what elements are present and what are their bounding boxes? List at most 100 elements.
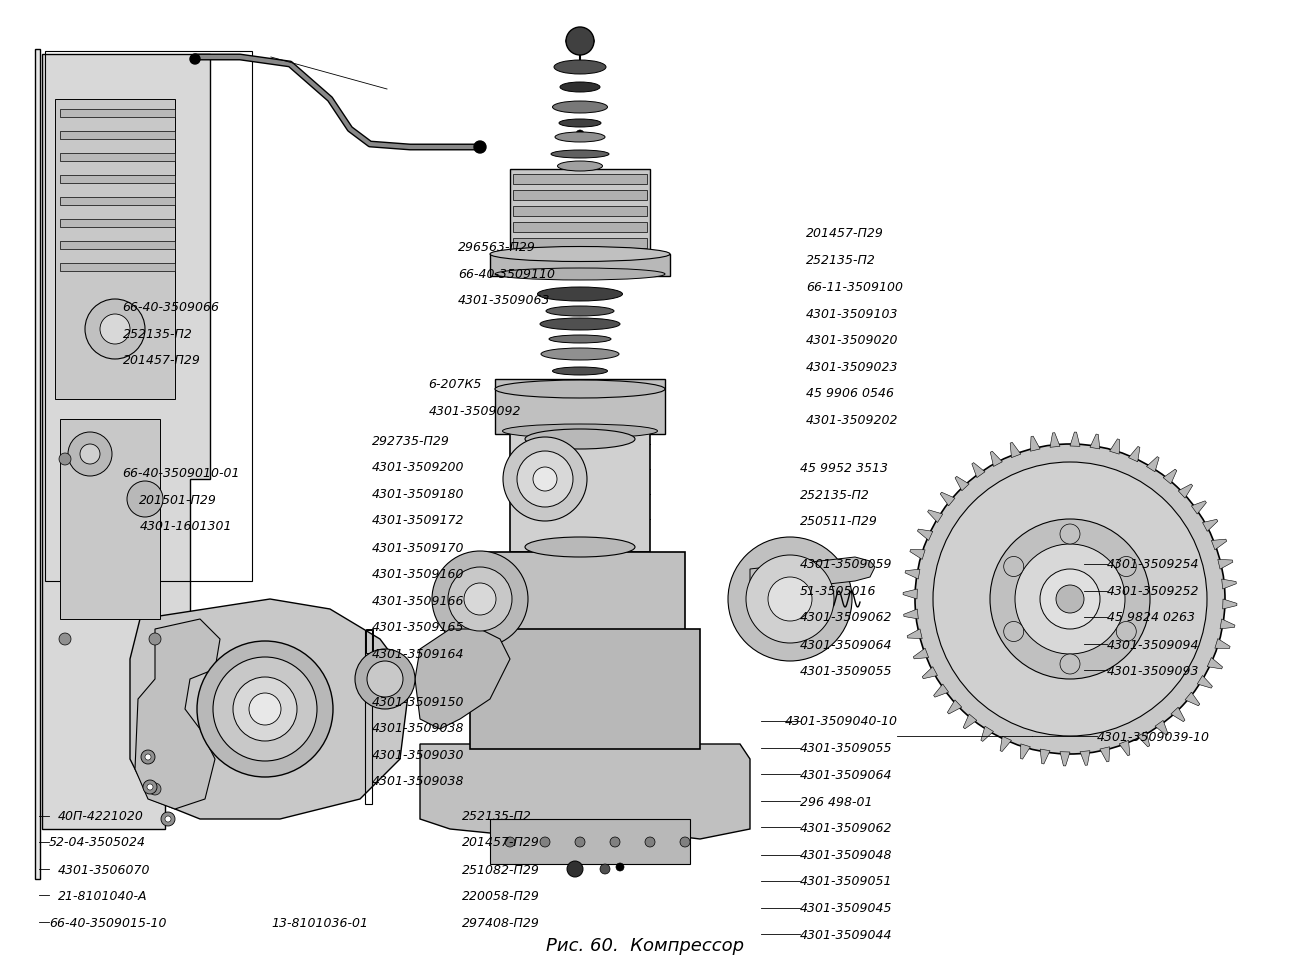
- Circle shape: [1116, 557, 1136, 577]
- Polygon shape: [1211, 540, 1227, 550]
- Polygon shape: [1000, 736, 1011, 752]
- Text: 4301-3509180: 4301-3509180: [372, 487, 464, 501]
- Bar: [365, 630, 372, 804]
- Polygon shape: [928, 511, 943, 523]
- Circle shape: [746, 555, 835, 643]
- Circle shape: [197, 641, 333, 777]
- Ellipse shape: [552, 102, 608, 114]
- Polygon shape: [1220, 619, 1235, 629]
- Polygon shape: [1171, 707, 1186, 722]
- Circle shape: [617, 863, 624, 871]
- Polygon shape: [1050, 433, 1060, 448]
- Circle shape: [1060, 654, 1080, 674]
- Polygon shape: [1164, 470, 1176, 484]
- Circle shape: [190, 55, 200, 65]
- Text: 4301-3509045: 4301-3509045: [800, 901, 893, 915]
- Text: 201457-П29: 201457-П29: [123, 354, 200, 367]
- Ellipse shape: [525, 429, 635, 450]
- Text: 4301-3509051: 4301-3509051: [800, 874, 893, 888]
- Polygon shape: [135, 619, 221, 809]
- Circle shape: [161, 812, 175, 827]
- Circle shape: [517, 452, 573, 508]
- Polygon shape: [964, 714, 977, 729]
- Text: 4301-3509254: 4301-3509254: [1107, 557, 1200, 571]
- Text: 6-207К5: 6-207К5: [428, 377, 481, 391]
- Text: 4301-3509062: 4301-3509062: [800, 821, 893, 834]
- Text: 4301-3509202: 4301-3509202: [806, 414, 899, 427]
- Text: 51-3505016: 51-3505016: [800, 584, 876, 598]
- Text: 201457-П29: 201457-П29: [462, 835, 539, 849]
- Circle shape: [464, 583, 495, 615]
- Circle shape: [249, 693, 281, 725]
- Circle shape: [150, 783, 161, 796]
- Bar: [495, 380, 666, 434]
- Bar: [485, 552, 685, 633]
- Ellipse shape: [503, 424, 658, 439]
- Text: 4301-3509160: 4301-3509160: [372, 567, 464, 580]
- Circle shape: [355, 649, 415, 709]
- Circle shape: [568, 861, 583, 877]
- Ellipse shape: [495, 268, 666, 281]
- Circle shape: [147, 784, 154, 790]
- Text: 4301-3509048: 4301-3509048: [800, 848, 893, 861]
- Circle shape: [101, 315, 130, 345]
- Text: 4301-3509164: 4301-3509164: [372, 647, 464, 661]
- Polygon shape: [1138, 732, 1149, 747]
- Text: 4301-3509062: 4301-3509062: [800, 610, 893, 624]
- Bar: [61, 175, 175, 184]
- Bar: [61, 264, 175, 271]
- Circle shape: [768, 578, 811, 621]
- Polygon shape: [955, 477, 969, 491]
- Polygon shape: [130, 600, 410, 819]
- Polygon shape: [1155, 721, 1169, 735]
- Ellipse shape: [552, 367, 608, 376]
- Text: 66-11-3509100: 66-11-3509100: [806, 280, 903, 294]
- Polygon shape: [1222, 579, 1236, 589]
- Polygon shape: [1010, 443, 1020, 458]
- Bar: [61, 220, 175, 228]
- Circle shape: [504, 837, 515, 847]
- Text: 45 9824 0263: 45 9824 0263: [1107, 610, 1195, 624]
- Polygon shape: [1120, 740, 1130, 756]
- Circle shape: [143, 780, 157, 795]
- Ellipse shape: [550, 335, 611, 344]
- Circle shape: [600, 864, 610, 874]
- Circle shape: [645, 837, 655, 847]
- Polygon shape: [1207, 658, 1223, 670]
- Bar: [510, 432, 650, 552]
- Text: 201457-П29: 201457-П29: [806, 227, 884, 240]
- Bar: [513, 174, 648, 185]
- Bar: [61, 420, 160, 619]
- Text: 292735-П29: 292735-П29: [372, 434, 449, 448]
- Polygon shape: [1100, 747, 1109, 762]
- Text: 4301-3509038: 4301-3509038: [372, 774, 464, 788]
- Circle shape: [503, 438, 587, 521]
- Circle shape: [150, 634, 161, 645]
- Circle shape: [541, 837, 550, 847]
- Bar: [61, 154, 175, 162]
- Circle shape: [59, 634, 71, 645]
- Polygon shape: [1147, 457, 1160, 472]
- Polygon shape: [1109, 439, 1120, 454]
- Ellipse shape: [555, 133, 605, 142]
- Polygon shape: [940, 492, 955, 507]
- Text: 4301-3509023: 4301-3509023: [806, 360, 899, 374]
- Polygon shape: [934, 684, 948, 698]
- Polygon shape: [43, 55, 210, 829]
- Polygon shape: [1129, 447, 1140, 462]
- Polygon shape: [980, 727, 993, 741]
- Circle shape: [213, 657, 317, 762]
- Circle shape: [141, 750, 155, 765]
- Text: 252135-П2: 252135-П2: [800, 488, 869, 502]
- Polygon shape: [1090, 435, 1100, 450]
- Circle shape: [566, 28, 593, 56]
- Circle shape: [1004, 557, 1024, 577]
- Polygon shape: [1178, 484, 1193, 499]
- Text: 250511-П29: 250511-П29: [800, 515, 877, 528]
- Text: 4301-3506070: 4301-3506070: [58, 862, 151, 876]
- Bar: [55, 100, 175, 399]
- Circle shape: [1015, 545, 1125, 654]
- Text: 4301-3509044: 4301-3509044: [800, 927, 893, 941]
- Text: 4301-3509038: 4301-3509038: [372, 721, 464, 735]
- Circle shape: [473, 141, 486, 154]
